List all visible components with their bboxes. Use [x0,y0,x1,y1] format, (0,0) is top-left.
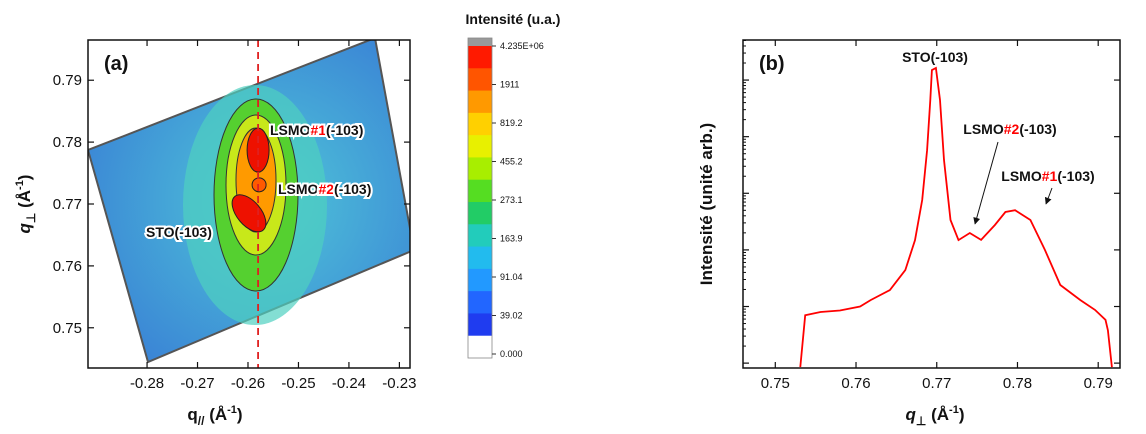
annotation-part: (-103) [326,122,363,138]
axis-superscript: -1 [14,180,26,190]
annotation: LSMO#1(-103) [270,122,363,138]
axis-symbol: q [906,405,917,424]
axis-superscript: -1 [227,404,237,416]
panel-label: (a) [104,53,128,75]
colorbar-band [468,268,492,292]
colorbar-band [468,157,492,181]
annotation-part: (-103) [334,181,371,197]
colorbar-label: 0.000 [500,349,523,359]
x-tick-label: -0.25 [281,375,315,392]
colorbar-label: 819.2 [500,118,523,128]
intensity-line [799,66,1113,368]
axis-unit-close: ) [959,405,965,424]
colorbar-band [468,68,492,92]
colorbar-band [468,335,492,359]
annotation-part: #2 [1004,121,1020,137]
annotation-part: STO(-103) [146,224,212,240]
colorbar-label: 273.1 [500,195,523,205]
colorbar-label: 1911 [500,80,519,90]
colorbar-band [468,46,492,69]
plot-frame [742,39,1121,369]
panel-label: (b) [759,53,785,75]
colorbar-band [468,135,492,158]
colorbar-label: 4.235E+06 [500,41,544,51]
colorbar-top [468,38,492,46]
colorbar-band [468,246,492,270]
axis-label: q⊥ (Å-1) [14,175,38,234]
axis-symbol: q [15,222,34,233]
x-tick-label: 0.77 [922,375,951,392]
y-tick-label: 0.77 [53,196,82,213]
annotation-part: #2 [318,181,334,197]
colorbar-label: 39.02 [500,311,523,321]
axis-label: q⊥ (Å-1) [906,404,965,428]
colorbar-band [468,224,492,248]
annotation-part: #1 [310,122,326,138]
colorbar-frame [467,37,493,359]
axis-unit-close: ) [237,405,243,424]
y-tick-label: 0.78 [53,134,82,151]
colorbar-band [468,179,492,203]
annotation: LSMO#2(-103) [278,181,371,197]
colorbar-band [468,202,492,225]
x-tick-label: 0.75 [761,375,790,392]
annotation: STO(-103) [146,224,212,240]
x-tick-label: -0.27 [180,375,214,392]
axis-subscript: ⊥ [916,414,926,428]
annotation-part: LSMO [270,122,311,138]
x-tick-label: 0.76 [841,375,870,392]
annotation-part: #1 [1042,168,1058,184]
axis-subscript: // [198,414,205,428]
axis-superscript: -1 [949,404,959,416]
axis-unit: (Å [926,405,949,424]
peak [251,177,267,193]
annotation-part: LSMO [1001,168,1042,184]
colorbar-band [468,90,492,114]
annotation-part: LSMO [278,181,319,197]
axis-unit: (Å [15,190,34,213]
y-tick-label: 0.79 [53,72,82,89]
x-tick-label: -0.28 [130,375,164,392]
colorbar-band [468,291,492,314]
colorbar-band [468,112,492,136]
x-tick-label: 0.78 [1003,375,1032,392]
colorbar-label: 91.04 [500,272,523,282]
annotation-part: (-103) [1057,168,1094,184]
y-tick-label: 0.75 [53,320,82,337]
annotation-arrow [1044,187,1053,205]
colorbar-label: 455.2 [500,157,523,167]
annotation-part: (-103) [1019,121,1056,137]
annotation: LSMO#1(-103) [1001,168,1094,184]
colorbar-band [468,313,492,337]
x-tick-label: -0.26 [231,375,265,392]
annotation: STO(-103) [902,49,968,65]
annotation-part: LSMO [963,121,1004,137]
axis-unit-close: ) [15,175,34,181]
annotation: LSMO#2(-103) [963,121,1056,137]
axis-label: q// (Å-1) [187,404,242,428]
axis-subscript: ⊥ [24,213,38,223]
annotation-arrow [973,141,999,225]
colorbar-title: Intensité (u.a.) [466,11,561,27]
axis-symbol: q [187,405,197,424]
x-tick-label: 0.79 [1084,375,1113,392]
axis-unit: (Å [204,405,227,424]
annotation-part: STO(-103) [902,49,968,65]
y-tick-label: 0.76 [53,258,82,275]
axis-label: Intensité (unité arb.) [697,123,716,285]
x-tick-label: -0.24 [332,375,366,392]
x-tick-label: -0.23 [382,375,416,392]
colorbar-label: 163.9 [500,234,523,244]
